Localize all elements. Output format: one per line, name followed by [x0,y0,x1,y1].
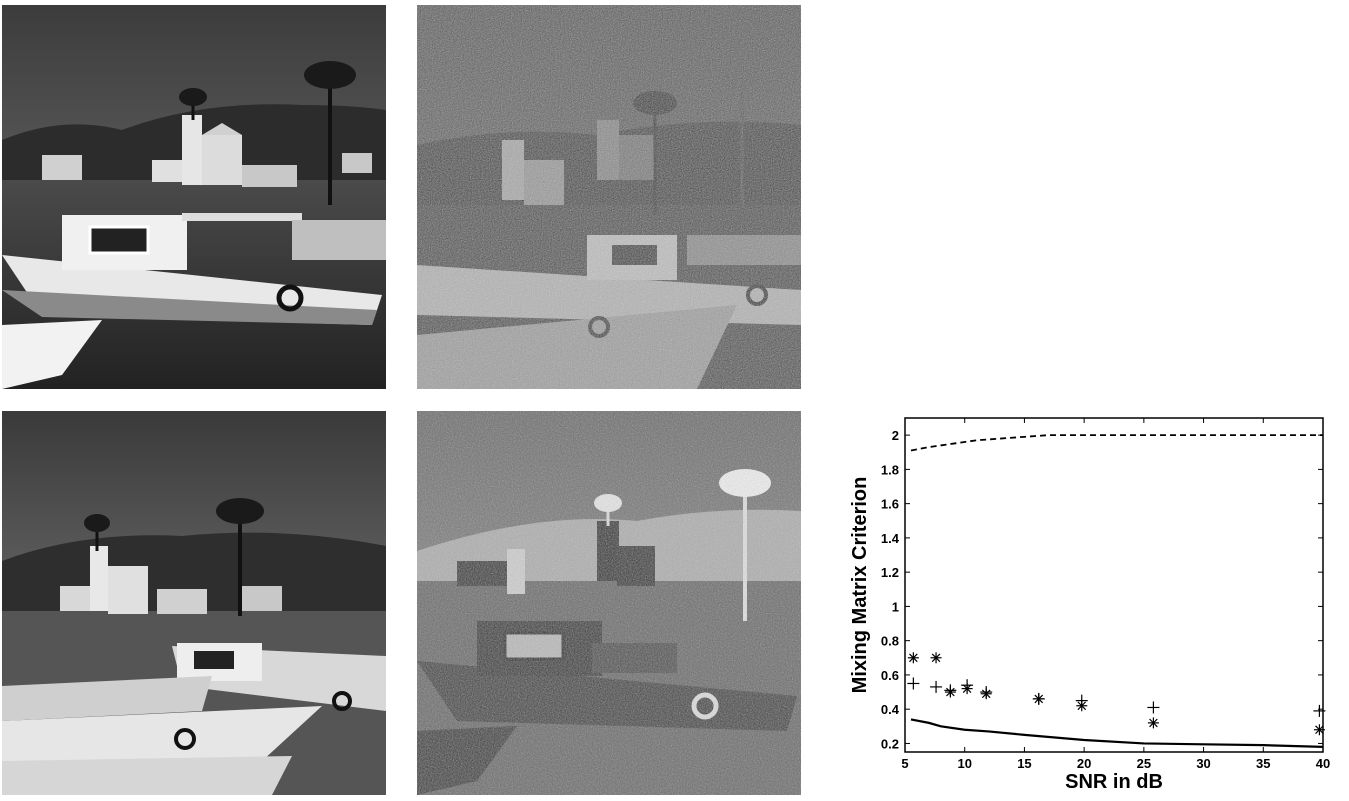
plus-point [980,686,993,699]
y-tick-label: 0.4 [881,702,900,717]
y-tick-label: 0.8 [881,634,899,649]
x-tick-label: 15 [1017,756,1031,771]
plot-frame [904,417,1324,753]
y-axis-ticks: 0.2 0.4 0.6 0.8 1 1.2 1.4 1.6 1.8 2 [881,428,1323,751]
asterisk-stroke [1149,718,1158,728]
mixed-image-2 [417,411,801,795]
source-image-1 [2,5,386,389]
plus-point [930,680,943,693]
y-tick-label: 0.6 [881,668,899,683]
source-image-2 [2,411,386,795]
x-tick-label: 5 [901,756,908,771]
plus-point [1313,704,1326,717]
plus-point [1032,692,1045,705]
x-tick-label: 10 [957,756,971,771]
chart-canvas: 0.2 0.4 0.6 0.8 1 1.2 1.4 1.6 1.8 2 5 10 15 20 25 30 35… [849,417,1330,793]
asterisk-stroke [1315,725,1324,735]
x-tick-label: 35 [1256,756,1270,771]
asterisk-stroke [909,653,918,663]
plus-point [907,677,920,690]
plus-point [961,679,974,692]
x-tick-label: 40 [1316,756,1330,771]
x-tick-label: 25 [1137,756,1151,771]
solid-series-line [910,718,1324,748]
y-tick-label: 1.6 [881,497,899,512]
x-axis-ticks: 5 10 15 20 25 30 35 40 [901,418,1330,771]
plus-point [1075,694,1088,707]
asterisk-point [930,652,942,664]
asterisk-point [1147,717,1159,729]
y-axis-label: Mixing Matrix Criterion [849,477,871,694]
harbor-scene-2-graphic [2,411,386,795]
noisy-mixture-2-graphic [417,411,801,795]
y-tick-label: 1.4 [881,531,900,546]
noisy-mixture-1-graphic [417,5,801,389]
y-tick-label: 0.2 [881,736,899,751]
y-tick-label: 1.8 [881,462,899,477]
y-tick-label: 1 [892,599,899,614]
mixing-matrix-chart: 0.2 0.4 0.6 0.8 1 1.2 1.4 1.6 1.8 2 5 10 15 20 25 30 35… [830,400,1349,796]
x-tick-label: 30 [1196,756,1210,771]
y-tick-label: 2 [892,428,899,443]
dashed-series-line [910,434,1323,452]
plus-point [944,684,957,697]
x-tick-label: 20 [1077,756,1091,771]
plus-point [1147,701,1160,714]
series-layer [907,434,1326,748]
x-axis-label: SNR in dB [1065,771,1163,793]
asterisk-stroke [931,653,941,663]
asterisk-point [907,652,919,664]
y-tick-label: 1.2 [881,565,899,580]
mixed-image-1 [417,5,801,389]
harbor-scene-1-graphic [2,5,386,389]
asterisk-point [1313,724,1325,736]
